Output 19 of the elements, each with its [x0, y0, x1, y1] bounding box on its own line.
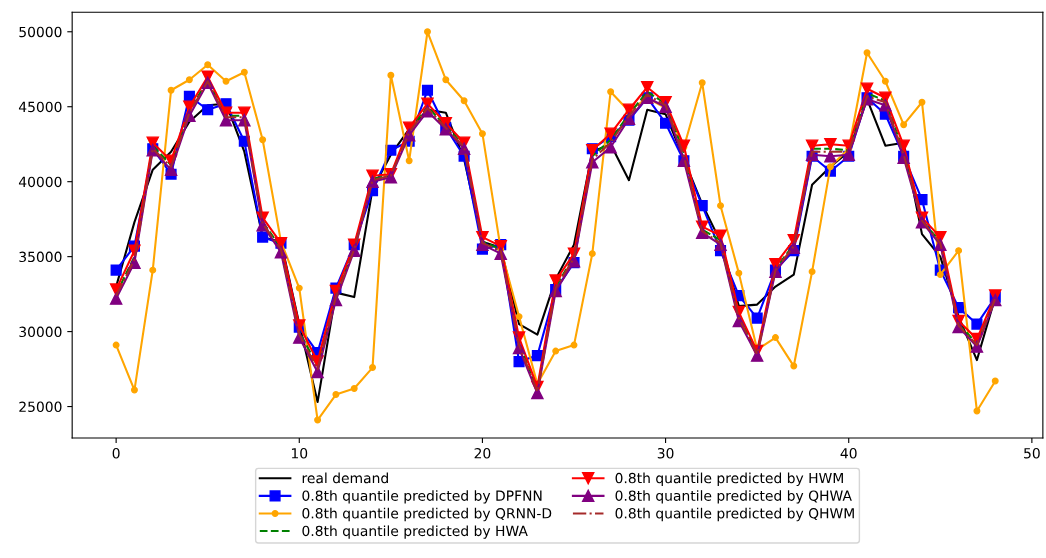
x-tick-label: 40 — [840, 448, 857, 459]
x-tick-label: 20 — [474, 448, 491, 459]
legend-label: 0.8th quantile predicted by QRNN-D — [302, 507, 552, 522]
x-tick-label: 50 — [1024, 448, 1040, 459]
legend-label: 0.8th quantile predicted by HWA — [302, 525, 528, 539]
y-tick-label: 30000 — [19, 326, 62, 338]
legend-label: real demand — [302, 472, 388, 484]
y-tick-label: 50000 — [19, 26, 62, 38]
x-tick-label: 30 — [657, 448, 674, 459]
x-tick-label: 0 — [112, 448, 120, 459]
legend-label: 0.8th quantile predicted by QHWM — [615, 507, 854, 522]
y-tick-label: 25000 — [19, 401, 62, 413]
y-tick-label: 40000 — [18, 176, 62, 188]
y-tick-label: 35000 — [19, 251, 62, 263]
y-tick-label: 45000 — [18, 101, 62, 113]
legend-label: 0.8th quantile predicted by HWM — [615, 472, 843, 486]
x-tick-label: 10 — [291, 448, 308, 459]
legend-label: 0.8th quantile predicted by DPFNN — [302, 490, 542, 504]
legend-label: 0.8th quantile predicted by QHWA — [615, 490, 852, 504]
